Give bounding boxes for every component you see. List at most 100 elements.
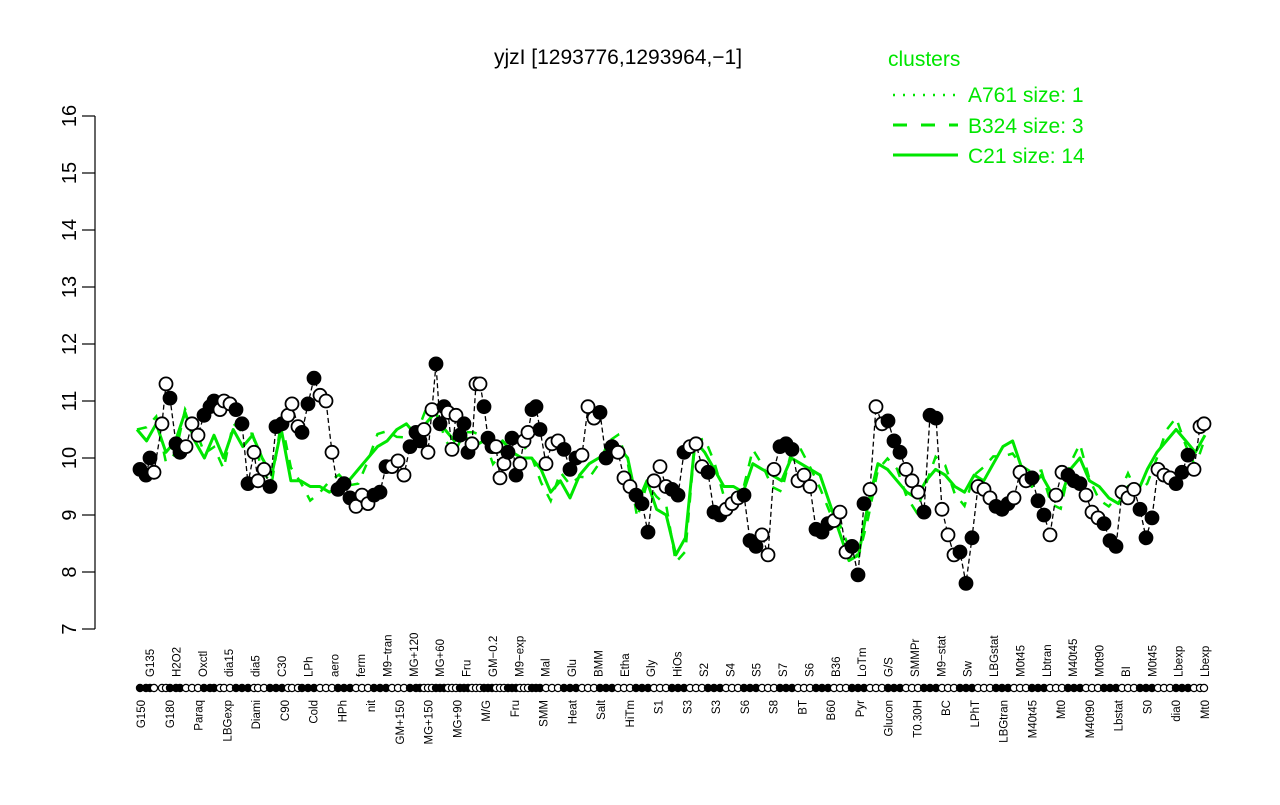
x-tick-label-bottom: GM+150 [395, 700, 407, 744]
data-point [916, 504, 932, 520]
data-point [512, 456, 528, 472]
y-tick-label: 15 [59, 162, 81, 184]
data-point [500, 444, 516, 460]
data-point [958, 576, 974, 591]
data-point [520, 424, 536, 440]
data-point [372, 484, 388, 500]
y-tick-label: 14 [59, 219, 81, 241]
data-point [1186, 461, 1202, 477]
data-point [1042, 527, 1058, 543]
x-tick-label-top: H2O2 [171, 647, 183, 677]
x-tick-label-bottom: LBGtran [999, 700, 1011, 743]
data-point [1196, 416, 1212, 432]
x-tick-label-top: B36 [831, 657, 843, 677]
data-point [234, 416, 250, 432]
x-tick-label-bottom: Mt0 [1200, 700, 1212, 719]
x-tick-label-top: MG+60 [435, 639, 447, 677]
data-point [784, 441, 800, 457]
x-tick-label-top: BI [1121, 666, 1133, 677]
data-point [492, 470, 508, 486]
x-tick-label-bottom: C90 [280, 700, 292, 721]
x-tick-label-bottom: Lbstat [1114, 699, 1126, 731]
x-tick-label-bottom: dia0 [1171, 700, 1183, 722]
x-tick-label-bottom: T0.30H [912, 700, 924, 738]
data-point [420, 444, 436, 460]
x-tick-label-bottom: G150 [136, 700, 148, 728]
data-point [592, 404, 608, 420]
expression-line [139, 363, 1205, 584]
x-axis-labels-bottom: G150 G180 Paraq LBGexp Diami C90 Cold HPh nit GM+… [136, 699, 1212, 744]
x-tick-label-top: LBGstat [989, 635, 1001, 677]
data-point [904, 473, 920, 489]
data-point [1078, 487, 1094, 503]
data-point [886, 433, 902, 449]
x-axis-labels-top: G135 H2O2 Oxctl dia15 dia5 C30 LPh aero ferm M9−t… [145, 633, 1212, 677]
legend-title: clusters [888, 48, 960, 71]
legend: clusters A761 size: 1 B324 size: 3 C21 s… [888, 48, 1085, 168]
x-tick-label-bottom: Cold [309, 700, 321, 724]
data-point [476, 399, 492, 415]
y-tick-label: 7 [59, 623, 81, 634]
data-point [284, 396, 300, 412]
x-tick-label-bottom: Glucon [884, 700, 896, 736]
data-point [294, 424, 310, 440]
x-tick-label-bottom: S6 [740, 700, 752, 714]
x-axis-marker [149, 683, 159, 693]
x-tick-label-bottom: Pyr [855, 700, 867, 717]
x-tick-label-bottom: S1 [654, 700, 666, 714]
x-tick-label-bottom: MG+90 [452, 700, 464, 738]
data-point [934, 501, 950, 517]
x-tick-label-top: M9−exp [514, 636, 526, 677]
y-tick-label: 13 [59, 276, 81, 298]
data-point [390, 453, 406, 469]
legend-label-a761: A761 size: 1 [968, 84, 1084, 107]
x-tick-label-bottom: LPhT [970, 700, 982, 728]
data-point [850, 567, 866, 583]
data-point [424, 402, 440, 418]
x-tick-label-top: dia15 [224, 649, 236, 677]
y-tick-label: 9 [59, 509, 81, 520]
data-point [1132, 501, 1148, 517]
x-tick-label-top: SMMPr [910, 639, 922, 678]
x-tick-label-bottom: Paraq [194, 700, 206, 731]
x-tick-label-top: S7 [778, 663, 790, 677]
x-tick-label-top: LPh [303, 657, 315, 677]
x-tick-label-top: BMM [593, 650, 605, 677]
data-point [162, 390, 178, 406]
x-tick-label-bottom: S8 [769, 700, 781, 714]
data-point [862, 481, 878, 497]
data-point [184, 416, 200, 432]
x-tick-label-top: M0t45 [1015, 645, 1027, 677]
legend-label-b324: B324 size: 3 [968, 115, 1084, 138]
x-axis-markers [135, 683, 1209, 693]
legend-label-c21: C21 size: 14 [968, 145, 1085, 168]
data-point [246, 444, 262, 460]
data-point [898, 461, 914, 477]
x-tick-label-top: M9−stat [936, 635, 948, 677]
data-point [306, 370, 322, 386]
x-tick-label-top: S6 [804, 663, 816, 677]
data-point [562, 461, 578, 477]
data-point [1096, 516, 1112, 531]
data-point [928, 410, 944, 426]
y-tick-label: 16 [59, 105, 81, 127]
data-point [1174, 464, 1190, 480]
data-point [1126, 481, 1142, 497]
expression-trace [139, 363, 1205, 584]
y-tick-label: 8 [59, 566, 81, 577]
data-point [640, 524, 656, 540]
x-tick-label-bottom: M40t45 [1028, 700, 1040, 738]
data-point [844, 539, 860, 554]
data-points [132, 356, 1212, 591]
x-tick-label-bottom: Mt0 [1056, 700, 1068, 719]
data-point [528, 399, 544, 415]
data-point [610, 444, 626, 460]
x-tick-label-bottom: MG+150 [424, 700, 436, 744]
data-point [646, 473, 662, 489]
data-point [416, 422, 432, 437]
data-point [336, 476, 352, 492]
x-tick-label-top: S2 [699, 663, 711, 677]
data-point [796, 467, 812, 483]
data-point [910, 484, 926, 500]
